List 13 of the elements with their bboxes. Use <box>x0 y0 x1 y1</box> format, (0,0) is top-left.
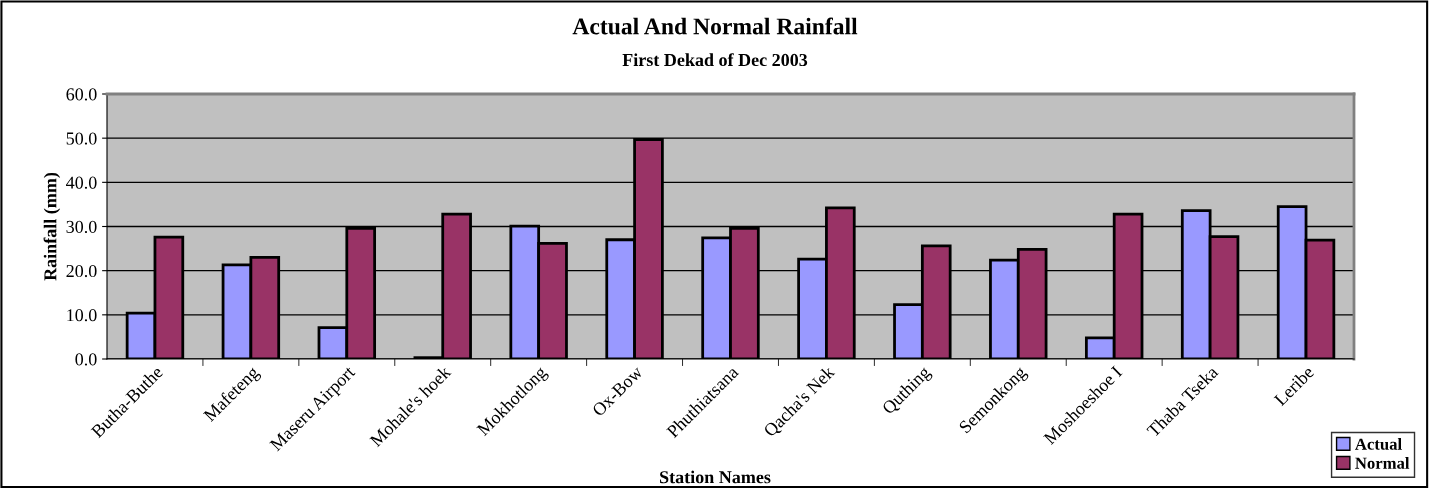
y-tick-label: 20.0 <box>66 264 97 278</box>
y-axis-title: Rainfall (mm) <box>43 172 61 281</box>
x-axis-title: Station Names <box>660 470 771 484</box>
chart-title: Actual And Normal Rainfall <box>572 17 858 35</box>
y-tick-label: 10.0 <box>67 309 97 322</box>
y-tick-label: 60.0 <box>66 88 97 101</box>
legend-label: Actual <box>1355 438 1402 450</box>
legend-label: Normal <box>1355 457 1410 469</box>
y-tick-label: 0.0 <box>75 353 97 366</box>
y-tick-label: 50.0 <box>66 132 97 145</box>
y-tick-label: 40.0 <box>66 176 97 189</box>
chart-subtitle: First Dekad of Dec 2003 <box>622 53 808 67</box>
y-tick-label: 30.0 <box>66 220 97 234</box>
